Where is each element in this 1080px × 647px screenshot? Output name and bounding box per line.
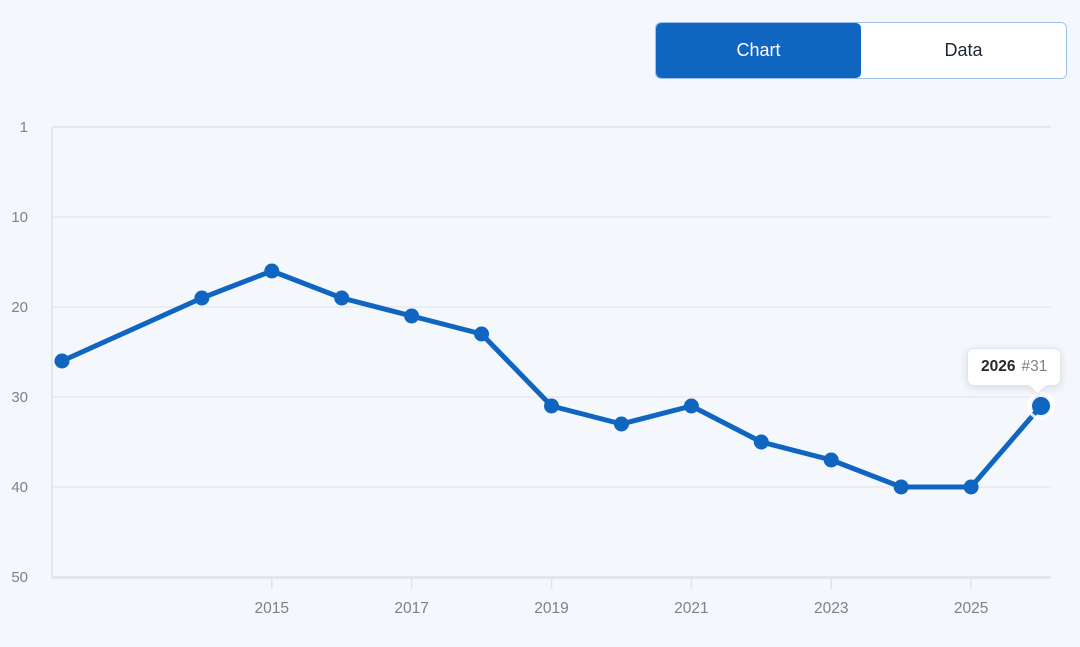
x-axis-label-2025: 2025 [954, 600, 988, 617]
y-axis-label-1: 1 [20, 119, 28, 136]
data-point-2022[interactable] [753, 434, 769, 450]
data-point-2015[interactable] [264, 263, 280, 279]
data-point-2018[interactable] [474, 326, 490, 342]
x-axis-label-2019: 2019 [534, 600, 568, 617]
y-axis-label-50: 50 [11, 569, 28, 586]
data-point-2016[interactable] [334, 290, 350, 306]
data-point-2023[interactable] [823, 452, 839, 468]
tooltip-year: 2026 [981, 358, 1016, 375]
x-axis-label-2017: 2017 [394, 600, 428, 617]
data-point-2019[interactable] [544, 398, 560, 414]
x-axis-label-2021: 2021 [674, 600, 708, 617]
data-point-2026[interactable] [1032, 397, 1051, 415]
data-point-2021[interactable] [683, 398, 699, 414]
y-axis-label-20: 20 [11, 299, 28, 316]
data-point-2020[interactable] [613, 416, 629, 432]
rank-series-line [59, 268, 1044, 490]
data-point-2025[interactable] [963, 479, 979, 495]
tab-data[interactable]: Data [861, 23, 1066, 78]
tab-chart[interactable]: Chart [656, 23, 861, 78]
x-axis-label-2023: 2023 [814, 600, 848, 617]
tooltip-rank: #31 [1021, 358, 1048, 375]
highlight-ring-2026[interactable] [1027, 392, 1056, 420]
point-tooltip: 2026 #31 [967, 348, 1062, 386]
data-point-2012[interactable] [54, 353, 70, 369]
data-point-2017[interactable] [404, 308, 420, 324]
data-point-2024[interactable] [893, 479, 909, 495]
y-axis-label-30: 30 [11, 389, 28, 406]
x-axis-label-2015: 2015 [255, 600, 289, 617]
y-axis-label-40: 40 [11, 479, 28, 496]
data-point-2014[interactable] [194, 290, 210, 306]
y-axis-label-10: 10 [11, 209, 28, 226]
chart-data-toggle: Chart Data [655, 22, 1067, 79]
